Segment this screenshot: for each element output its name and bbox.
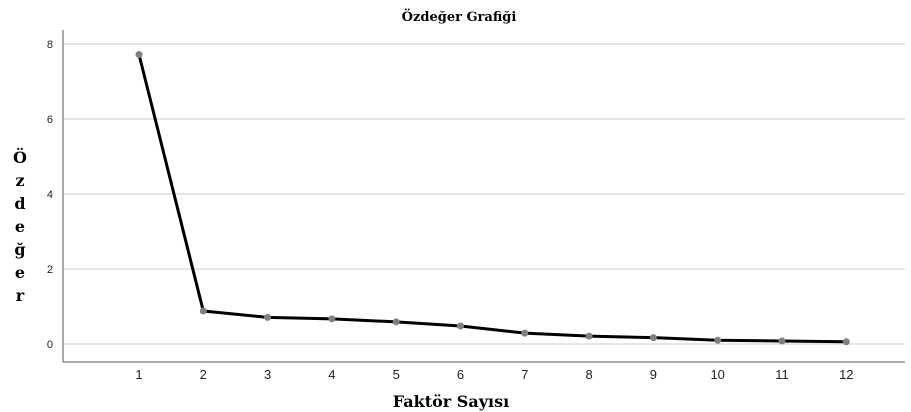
x-tick-label: 5: [393, 367, 400, 382]
x-tick-label: 8: [585, 367, 592, 382]
y-tick-label: 4: [47, 189, 53, 201]
data-point: [521, 330, 528, 337]
x-tick-label: 2: [200, 367, 207, 382]
y-tick-label: 0: [47, 339, 53, 351]
y-axis-label-letter: e: [15, 263, 25, 282]
data-point: [586, 333, 593, 340]
y-axis-label-letter: r: [16, 286, 25, 305]
x-tick-label: 11: [775, 367, 789, 382]
y-axis-label-letter: z: [15, 171, 24, 190]
series-group: [136, 51, 850, 345]
data-point: [393, 318, 400, 325]
x-axis-label: Faktör Sayısı: [393, 392, 509, 411]
data-point: [328, 315, 335, 322]
data-point: [200, 308, 207, 315]
x-tick-label: 3: [264, 367, 271, 382]
data-point: [457, 323, 464, 330]
data-point: [264, 314, 271, 321]
x-tick-label: 7: [521, 367, 528, 382]
y-axis-label-letter: Ö: [13, 147, 27, 167]
x-tick-label: 1: [135, 367, 142, 382]
y-tick-label: 8: [47, 39, 53, 51]
y-axis-label: Özdeğer: [13, 147, 27, 305]
data-point: [714, 337, 721, 344]
data-point: [136, 51, 143, 58]
x-tick-label: 4: [328, 367, 335, 382]
y-tick-label: 2: [47, 264, 53, 276]
y-axis-label-letter: e: [15, 217, 25, 236]
y-axis-label-letter: d: [14, 194, 25, 213]
x-tick-label: 10: [710, 367, 724, 382]
data-point: [843, 338, 850, 345]
series-line: [139, 55, 846, 342]
data-point: [779, 338, 786, 345]
data-point: [650, 334, 657, 341]
gridlines: [63, 44, 905, 344]
x-tick-labels: 1 2 3 4 5 6 7 8 9 10 11 12: [135, 367, 853, 382]
chart-title: Özdeğer Grafiği: [402, 8, 517, 25]
y-tick-label: 6: [47, 114, 53, 126]
x-tick-label: 9: [650, 367, 657, 382]
y-axis-label-letter: ğ: [14, 240, 25, 259]
y-tick-labels: 0 2 4 6 8: [47, 39, 53, 351]
x-tick-label: 6: [457, 367, 464, 382]
x-tick-label: 12: [839, 367, 853, 382]
